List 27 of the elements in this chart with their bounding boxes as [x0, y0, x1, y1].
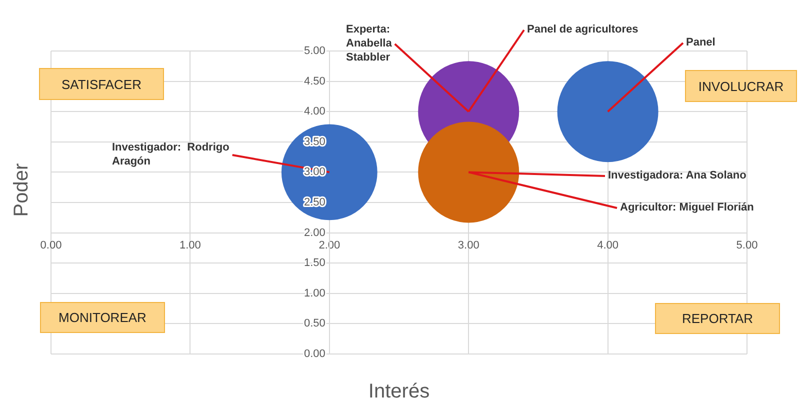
y-tick-label: 4.50: [304, 75, 326, 88]
y-tick-label: 1.00: [304, 287, 326, 300]
y-tick-label: 3.50: [304, 136, 326, 148]
x-tick-label: 3.00: [458, 239, 480, 252]
label-box: SATISFACER: [39, 68, 164, 100]
x-tick-label: 0.00: [40, 239, 62, 252]
y-tick-label: 2.50: [304, 196, 326, 209]
y-tick-label: 2.00: [304, 226, 326, 239]
y-tick-label: 0.50: [304, 318, 326, 330]
annotation: Experta: Anabella Stabbler: [346, 24, 393, 64]
x-axis-title: Interés: [368, 380, 430, 403]
annotation: Panel: [686, 36, 716, 49]
x-tick-label: 5.00: [736, 239, 758, 252]
annotation: Investigadora: Ana Solano: [608, 170, 747, 182]
annotation: Panel de agricultores: [527, 24, 638, 36]
label-box: INVOLUCRAR: [685, 70, 797, 102]
y-axis-title: Poder: [10, 162, 33, 217]
y-tick-label: 4.00: [304, 106, 326, 118]
y-tick-label: 0.00: [304, 348, 326, 360]
label-box: MONITOREAR: [40, 302, 165, 333]
x-tick-label: 4.00: [597, 239, 619, 252]
annotation: Agricultor: Miguel Florián: [620, 202, 754, 214]
y-tick-label: 1.50: [304, 257, 326, 270]
x-tick-label: 1.00: [179, 239, 201, 252]
y-tick-label: 5.00: [304, 45, 326, 58]
label-box: REPORTAR: [655, 303, 780, 334]
annotation: Investigador: Rodrigo Aragón: [112, 142, 230, 168]
